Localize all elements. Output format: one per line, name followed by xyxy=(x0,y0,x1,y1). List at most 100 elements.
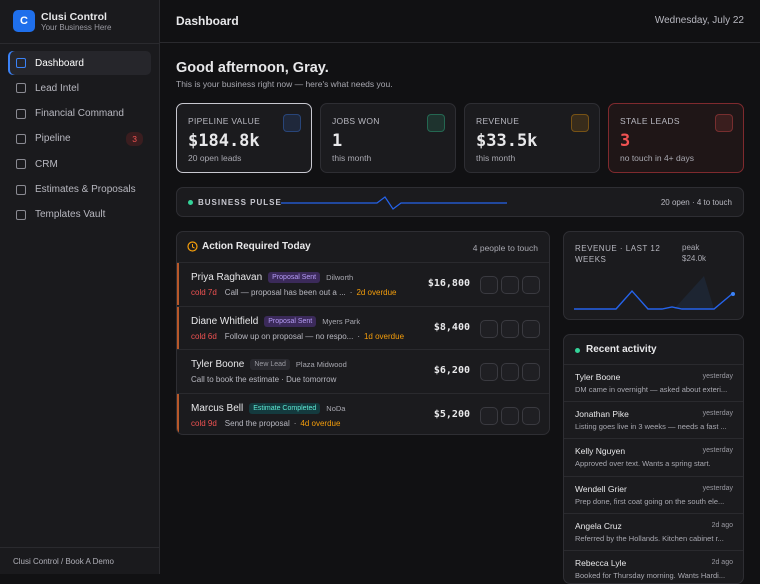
kpi-icon xyxy=(715,114,733,132)
lead-location: Dilworth xyxy=(326,273,354,282)
call-button[interactable] xyxy=(480,319,498,338)
activity-name: Rebecca Lyle xyxy=(575,558,627,568)
lead-tag: New Lead xyxy=(250,359,290,370)
activity-text: DM came in overnight — asked about exter… xyxy=(575,385,728,394)
lead-detail: Call to book the estimate · Due tomorrow xyxy=(191,375,336,384)
action-title: Action Required Today xyxy=(202,241,311,252)
status-dot xyxy=(188,200,193,205)
lead-tag: Estimate Completed xyxy=(249,402,321,414)
kpi-value: 1 xyxy=(332,131,343,151)
lead-amount: $5,200 xyxy=(433,408,470,420)
lead-location: Myers Park xyxy=(322,316,361,326)
nav-label: Lead Intel xyxy=(35,82,79,94)
kpi-icon xyxy=(283,114,301,132)
open-button[interactable] xyxy=(522,363,540,381)
kpi-card: PIPELINE VALUE $184.8k 20 open leads xyxy=(176,103,312,173)
nav-label: Pipeline xyxy=(35,133,71,145)
lead-detail: cold 6d Follow up on proposal — no respo.… xyxy=(191,332,404,341)
action-row[interactable]: Priya Raghavan Proposal Sent Dilworth cold … xyxy=(177,262,549,305)
peak-label: peak xyxy=(682,243,700,252)
lead-tag: Proposal Sent xyxy=(268,272,321,283)
activity-time: 2d ago xyxy=(711,559,733,566)
cold-flag: cold 7d xyxy=(191,288,217,297)
nav-item[interactable]: Estimates & Proposals xyxy=(8,178,151,202)
lead-amount: $16,800 xyxy=(427,278,470,289)
kpi-value: $184.8k xyxy=(188,131,260,151)
activity-time: yesterday xyxy=(702,484,733,492)
cold-flag: cold 9d xyxy=(191,418,217,428)
activity-time: 2d ago xyxy=(711,521,733,529)
message-button[interactable] xyxy=(501,406,519,425)
kpi-value: 3 xyxy=(620,131,631,151)
nav-label: Templates Vault xyxy=(35,209,106,221)
nav-label: Dashboard xyxy=(35,57,84,69)
lead-detail: cold 7d Call — proposal has been out a ..… xyxy=(191,288,396,297)
lead-line: Priya Raghavan Proposal Sent Dilworth xyxy=(191,272,353,283)
nav-item[interactable]: Financial Command xyxy=(8,102,151,126)
kpi-sub: this month xyxy=(476,153,516,163)
lead-name: Priya Raghavan xyxy=(191,272,263,283)
lead-location: NoDa xyxy=(326,403,346,413)
activity-item[interactable]: Wendell Grier yesterday Prep done, first c… xyxy=(564,475,743,513)
open-button[interactable] xyxy=(522,406,540,425)
pulse-sparkline xyxy=(281,196,507,210)
lead-name: Diane Whitfield xyxy=(191,315,259,327)
lead-line: Diane Whitfield Proposal Sent Myers Park xyxy=(191,315,361,327)
activity-time: yesterday xyxy=(702,410,733,418)
message-button[interactable] xyxy=(501,319,519,338)
action-panel: Action Required Today 4 people to touch … xyxy=(176,231,550,435)
revenue-panel: REVENUE · LAST 12 WEEKS peak $24.0k xyxy=(563,231,744,320)
overdue: 2d overdue xyxy=(356,288,397,297)
lead-name: Marcus Bell xyxy=(191,402,244,414)
activity-name: Kelly Nguyen xyxy=(575,446,626,457)
open-button[interactable] xyxy=(522,276,540,294)
action-count: 4 people to touch xyxy=(472,243,538,253)
activity-item[interactable]: Kelly Nguyen yesterday Approved over text.… xyxy=(564,438,743,475)
kpi-icon xyxy=(571,114,589,132)
nav-icon xyxy=(16,58,26,68)
kpi-sub: 20 open leads xyxy=(188,153,242,163)
activity-item[interactable]: Angela Cruz 2d ago Referred by the Holland… xyxy=(564,512,743,550)
action-row[interactable]: Diane Whitfield Proposal Sent Myers Park co… xyxy=(177,305,549,349)
pulse-summary: 20 open · 4 to touch xyxy=(660,198,732,207)
kpi-card: REVENUE $33.5k this month xyxy=(464,103,600,173)
nav-label: Financial Command xyxy=(35,108,124,120)
nav-item[interactable]: Lead Intel xyxy=(8,76,151,100)
action-row[interactable]: Tyler Boone New Lead Plaza Midwood Call to … xyxy=(177,349,549,392)
call-button[interactable] xyxy=(480,363,498,381)
activity-item[interactable]: Jonathan Pike yesterday Listing goes live … xyxy=(564,401,743,438)
activity-title: Recent activity xyxy=(586,344,657,355)
nav-item[interactable]: Dashboard xyxy=(8,51,151,75)
call-button[interactable] xyxy=(480,276,498,294)
lead-location: Plaza Midwood xyxy=(295,360,347,369)
activity-text: Booked for Thursday morning. Wants Hardi… xyxy=(575,571,726,580)
nav-item[interactable]: CRM xyxy=(8,152,151,176)
open-button[interactable] xyxy=(522,319,540,338)
lead-tag: Proposal Sent xyxy=(264,315,317,327)
brand-logo: C xyxy=(13,10,35,32)
message-button[interactable] xyxy=(501,363,519,381)
activity-item[interactable]: Rebecca Lyle 2d ago Booked for Thursday mo… xyxy=(564,550,743,583)
action-row[interactable]: Marcus Bell Estimate Completed NoDa cold 9d… xyxy=(177,392,549,435)
header-title: Dashboard xyxy=(176,14,239,28)
peak-value: $24.0k xyxy=(682,254,707,263)
activity-item[interactable]: Tyler Boone yesterday DM came in overnight… xyxy=(564,364,743,401)
message-button[interactable] xyxy=(501,276,519,294)
nav-item[interactable]: Templates Vault xyxy=(8,203,151,227)
activity-text: Referred by the Hollands. Kitchen cabine… xyxy=(575,533,724,543)
kpi-label: REVENUE xyxy=(476,116,520,126)
lead-note: Call — proposal has been out a ... xyxy=(224,288,346,297)
nav-icon xyxy=(16,133,26,144)
nav-item[interactable]: Pipeline 3 xyxy=(8,127,151,151)
nav-icon xyxy=(16,159,26,170)
activity-time: yesterday xyxy=(702,373,733,380)
kpi-label: STALE LEADS xyxy=(620,116,680,126)
nav-icon xyxy=(16,184,26,195)
header: Dashboard Wednesday, July 22 xyxy=(160,0,760,43)
call-button[interactable] xyxy=(480,406,498,425)
separator: · xyxy=(349,288,353,297)
activity-text: Prep done, first coat going on the south… xyxy=(575,496,725,506)
revenue-sparkline xyxy=(574,276,735,310)
separator: · xyxy=(293,418,297,428)
kpi-sub: this month xyxy=(332,153,372,163)
